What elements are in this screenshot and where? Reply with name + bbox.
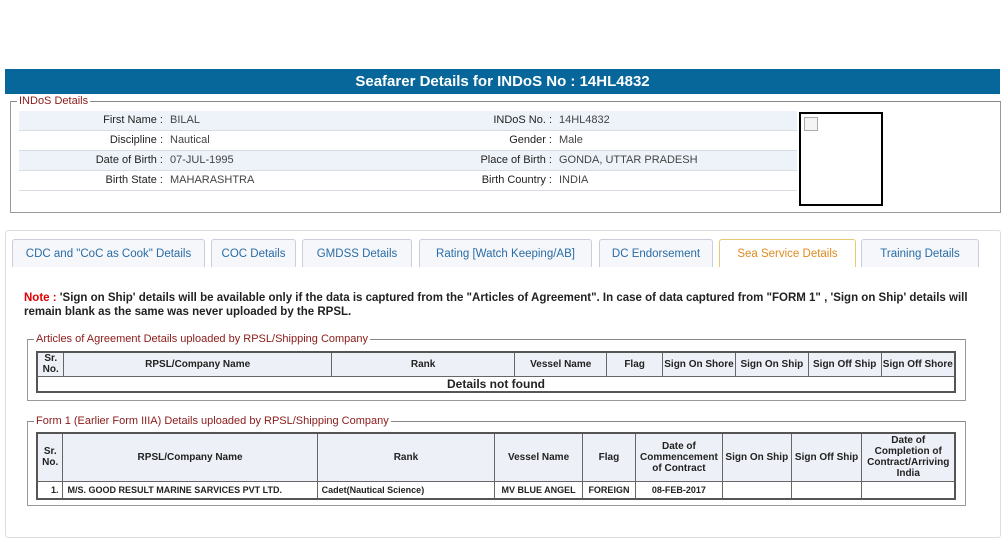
indos-row: First Name : BILAL INDoS No. : 14HL4832 (19, 111, 797, 131)
tab-panel (5, 230, 1001, 538)
column-header: Flag (606, 351, 664, 377)
table-cell: FOREIGN (581, 480, 636, 500)
field-value: Nautical (170, 134, 210, 146)
articles-of-agreement-table: Sr. No. RPSL/Company Name Rank Vessel Name F… (36, 351, 956, 393)
column-header: RPSL/Company Name (62, 432, 318, 482)
field-value: MAHARASHTRA (170, 174, 255, 186)
tab-cdc-and-coc-as-cook-details[interactable]: CDC and "CoC as Cook" Details (12, 239, 205, 267)
field-value: INDIA (559, 174, 589, 186)
section-legend: Articles of Agreement Details uploaded b… (36, 333, 369, 345)
section-legend: INDoS Details (19, 95, 89, 107)
field-label: INDoS No. : (493, 114, 552, 126)
field-value: GONDA, UTTAR PRADESH (559, 154, 698, 166)
broken-image-icon (804, 117, 818, 131)
column-header: Sign On Ship (721, 432, 792, 482)
field-value: BILAL (170, 114, 200, 126)
field-label: Discipline : (109, 134, 163, 146)
field-value: Male (559, 134, 583, 146)
tab-sea-service-details[interactable]: Sea Service Details (719, 239, 856, 267)
field-label: Gender : (509, 134, 552, 146)
seafarer-photo (799, 112, 883, 206)
table-cell: MV BLUE ANGEL (494, 480, 583, 500)
field-label: Place of Birth : (480, 154, 552, 166)
column-header: Date of Commencement of Contract (634, 432, 723, 482)
column-header: Sign Off Shore (880, 351, 956, 377)
column-header: Sign Off Ship (807, 351, 882, 377)
field-label: Birth State : (105, 174, 163, 186)
column-header: Vessel Name (514, 351, 608, 377)
column-header: Rank (330, 351, 516, 377)
form1-table: Sr. No. RPSL/Company Name Rank Vessel Name F… (36, 432, 956, 500)
indos-row: Discipline : Nautical Gender : Male (19, 131, 797, 151)
indos-details-section: INDoS Details (10, 95, 1001, 213)
field-label: Date of Birth : (95, 154, 163, 166)
indos-row: Birth State : MAHARASHTRA Birth Country … (19, 171, 797, 191)
column-header: Vessel Name (494, 432, 583, 482)
tab-rating-watch-keeping-ab[interactable]: Rating [Watch Keeping/AB] (419, 239, 592, 267)
field-value: 14HL4832 (559, 114, 610, 126)
table-cell: 1. (36, 480, 64, 500)
column-header: Sign On Shore (662, 351, 736, 377)
tab-dc-endorsement[interactable]: DC Endorsement (599, 239, 713, 267)
column-header: Flag (581, 432, 636, 482)
table-cell (790, 480, 863, 500)
table-cell: M/S. GOOD RESULT MARINE SARVICES PVT LTD… (62, 480, 318, 500)
table-row: 1. M/S. GOOD RESULT MARINE SARVICES PVT L… (36, 480, 956, 500)
table-cell (861, 480, 956, 500)
note-text: Note : 'Sign on Ship' details will be av… (24, 291, 984, 319)
note-body: 'Sign on Ship' details will be available… (24, 292, 968, 318)
field-value: 07-JUL-1995 (170, 154, 234, 166)
tab-gmdss-details[interactable]: GMDSS Details (302, 239, 412, 267)
table-row: Details not found (36, 375, 956, 392)
page-title: Seafarer Details for INDoS No : 14HL4832 (5, 69, 1000, 94)
tab-training-details[interactable]: Training Details (861, 239, 979, 267)
table-cell: 08-FEB-2017 (634, 480, 723, 500)
indos-row: Date of Birth : 07-JUL-1995 Place of Bir… (19, 151, 797, 171)
column-header: Rank (316, 432, 496, 482)
section-legend: Form 1 (Earlier Form IIIA) Details uploa… (36, 415, 389, 427)
column-header: Sign On Ship (734, 351, 809, 377)
column-header: Sign Off Ship (790, 432, 863, 482)
empty-message: Details not found (36, 375, 956, 392)
table-header-row: Sr. No. RPSL/Company Name Rank Vessel Name F… (36, 432, 956, 482)
tab-coc-details[interactable]: COC Details (211, 239, 296, 267)
column-header: Sr. No. (36, 432, 64, 482)
articles-of-agreement-section: Articles of Agreement Details uploaded b… (27, 333, 966, 401)
field-label: First Name : (103, 114, 163, 126)
column-header: Date of Completion of Contract/Arriving … (861, 432, 956, 482)
table-cell (721, 480, 792, 500)
column-header: RPSL/Company Name (63, 351, 332, 377)
field-label: Birth Country : (481, 174, 552, 186)
note-label: Note : (24, 292, 57, 304)
column-header: Sr. No. (36, 351, 65, 377)
table-header-row: Sr. No. RPSL/Company Name Rank Vessel Name F… (36, 351, 956, 377)
table-cell: Cadet(Nautical Science) (316, 480, 496, 500)
form1-section: Form 1 (Earlier Form IIIA) Details uploa… (27, 415, 966, 506)
